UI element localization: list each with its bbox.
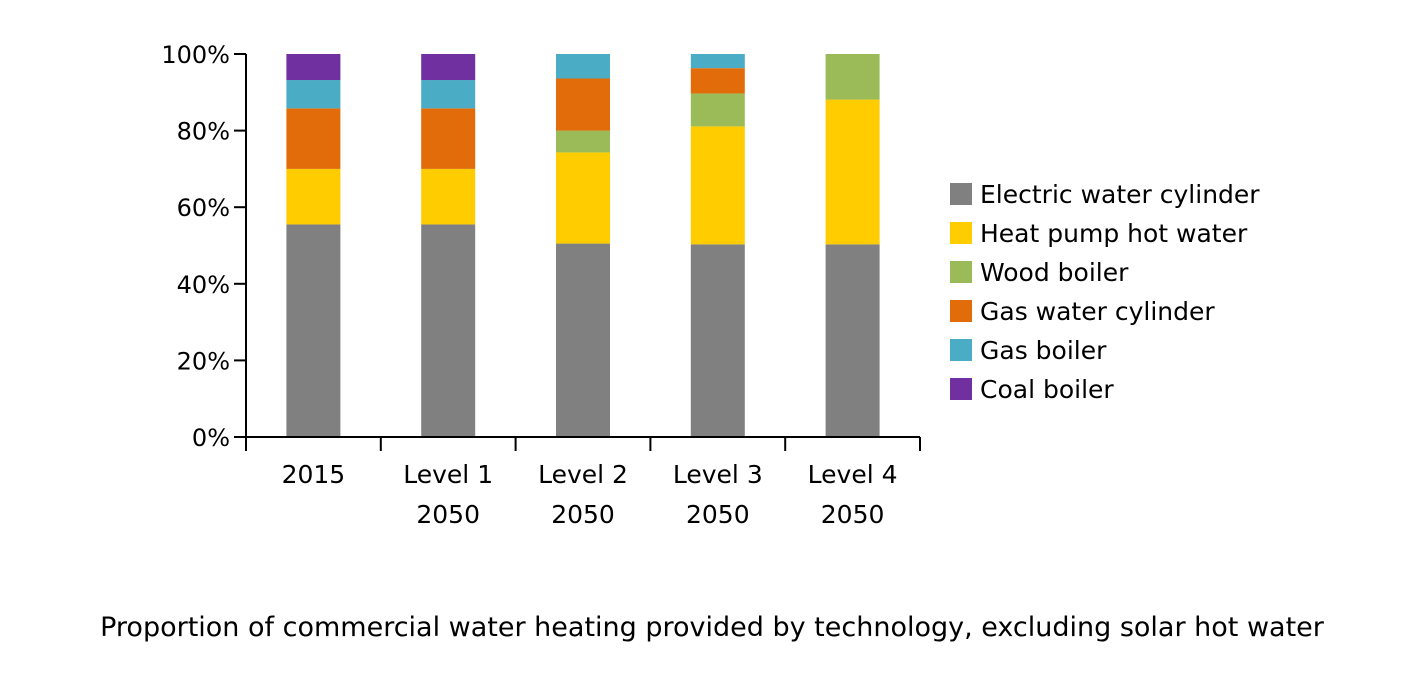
x-category-label: 2050 bbox=[821, 500, 885, 529]
y-tick-label: 80% bbox=[177, 118, 230, 146]
legend-swatch bbox=[950, 183, 972, 205]
bar-segment bbox=[421, 224, 476, 437]
bar-segment bbox=[825, 54, 880, 100]
y-tick-label: 40% bbox=[177, 271, 230, 299]
bar-segment bbox=[421, 108, 476, 169]
bar-segment bbox=[421, 54, 476, 81]
y-tick-labels: 0% 20% 40% 60% 80% 100% bbox=[161, 41, 230, 452]
bar-segment bbox=[825, 99, 880, 245]
bar-segment bbox=[690, 126, 745, 245]
legend-label: Gas boiler bbox=[980, 336, 1107, 365]
axes-group bbox=[234, 53, 921, 451]
bar-segment bbox=[690, 93, 745, 127]
bar-segment bbox=[690, 244, 745, 437]
bar-segment bbox=[286, 108, 341, 169]
bar-segment bbox=[286, 80, 341, 109]
x-category-labels: 2015 Level 1 2050 Level 2 2050 Level 3 2050 Lev… bbox=[282, 460, 898, 529]
bar-segment bbox=[556, 78, 610, 131]
legend-swatch bbox=[950, 339, 972, 361]
bar-segment bbox=[286, 224, 341, 437]
x-category-label: 2050 bbox=[686, 500, 750, 529]
x-category-label: Level 4 bbox=[808, 460, 898, 489]
bar-segment bbox=[556, 152, 610, 244]
x-category-label: Level 2 bbox=[538, 460, 628, 489]
bar-segment bbox=[286, 54, 341, 81]
legend-swatch bbox=[950, 300, 972, 322]
legend-swatch bbox=[950, 222, 972, 244]
legend-label: Electric water cylinder bbox=[980, 180, 1260, 209]
bar-segment bbox=[421, 168, 476, 225]
x-category-label: 2050 bbox=[551, 500, 615, 529]
bar-segment bbox=[556, 54, 610, 79]
legend: Electric water cylinder Heat pump hot wat… bbox=[950, 180, 1260, 404]
legend-label: Heat pump hot water bbox=[980, 219, 1248, 248]
legend-label: Gas water cylinder bbox=[980, 297, 1215, 326]
bar-segment bbox=[286, 168, 341, 225]
y-tick-label: 60% bbox=[177, 194, 230, 222]
bar-segment bbox=[421, 80, 476, 109]
y-tick-label: 100% bbox=[161, 41, 230, 69]
x-category-label: 2050 bbox=[416, 500, 480, 529]
bar-segment bbox=[690, 68, 745, 94]
bar-segment bbox=[556, 130, 610, 153]
bars-group bbox=[286, 54, 880, 437]
bar-segment bbox=[825, 244, 880, 437]
x-category-label: Level 1 bbox=[403, 460, 493, 489]
legend-label: Coal boiler bbox=[980, 375, 1114, 404]
bar-segment bbox=[556, 243, 610, 437]
bar-segment bbox=[690, 54, 745, 69]
y-tick-label: 20% bbox=[177, 347, 230, 375]
chart-caption: Proportion of commercial water heating p… bbox=[100, 612, 1325, 643]
legend-swatch bbox=[950, 378, 972, 400]
legend-swatch bbox=[950, 261, 972, 283]
x-category-label: 2015 bbox=[282, 460, 346, 489]
x-category-label: Level 3 bbox=[673, 460, 763, 489]
legend-label: Wood boiler bbox=[980, 258, 1129, 287]
y-tick-label: 0% bbox=[192, 424, 230, 452]
